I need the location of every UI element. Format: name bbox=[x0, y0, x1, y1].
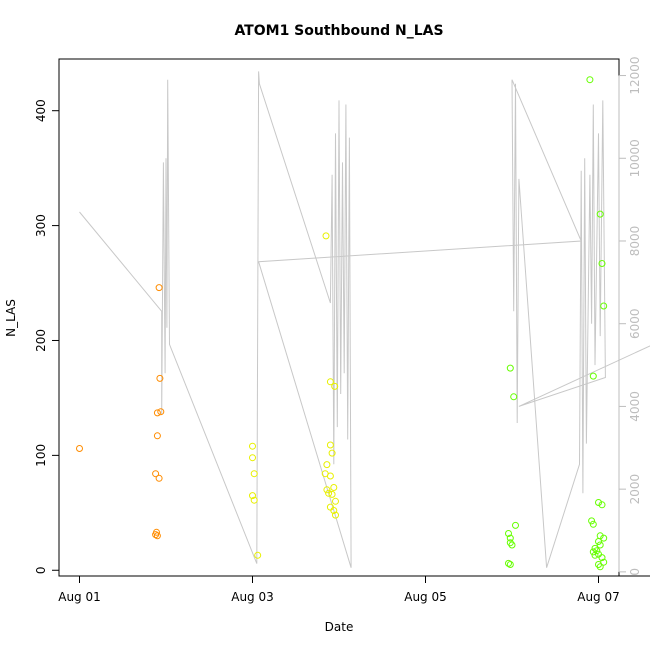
data-point bbox=[600, 302, 608, 310]
data-point bbox=[326, 378, 334, 386]
y-tick-label: 0 bbox=[34, 566, 48, 574]
data-point bbox=[157, 408, 165, 416]
data-point bbox=[506, 561, 514, 568]
data-point bbox=[595, 499, 602, 506]
data-point bbox=[153, 432, 161, 440]
data-point bbox=[510, 393, 518, 401]
data-point bbox=[156, 374, 164, 382]
data-point bbox=[322, 232, 330, 240]
data-point bbox=[326, 472, 334, 480]
data-point bbox=[589, 520, 597, 528]
y-axis-right: 0 2000 4000 6000 8000 10000 12000 bbox=[618, 56, 642, 576]
data-point bbox=[325, 489, 333, 497]
data-point bbox=[328, 490, 336, 498]
data-point bbox=[598, 260, 606, 267]
data-point bbox=[153, 532, 161, 540]
data-point bbox=[588, 517, 596, 525]
y-tick-label: 400 bbox=[34, 99, 48, 122]
data-point bbox=[506, 534, 514, 542]
data-point bbox=[249, 492, 256, 500]
data-point bbox=[598, 554, 606, 562]
x-tick-label: Aug 03 bbox=[231, 590, 274, 604]
data-point bbox=[596, 541, 604, 549]
x-tick-label: Aug 01 bbox=[58, 590, 101, 604]
y2-tick-label: 2000 bbox=[628, 474, 642, 505]
data-point bbox=[323, 486, 331, 494]
data-point bbox=[76, 445, 83, 452]
data-point bbox=[589, 372, 597, 380]
points-layer bbox=[76, 76, 608, 571]
data-point bbox=[586, 76, 594, 84]
data-point bbox=[249, 454, 256, 462]
y-axis-label: N_LAS bbox=[4, 299, 18, 337]
y2-tick-label: 8000 bbox=[628, 226, 642, 257]
y2-tick-label: 4000 bbox=[628, 391, 642, 422]
y2-tick-label: 10000 bbox=[628, 139, 642, 177]
data-point bbox=[591, 551, 599, 559]
data-point bbox=[596, 210, 604, 218]
data-point bbox=[153, 409, 161, 417]
data-point bbox=[591, 544, 599, 552]
data-point bbox=[596, 563, 604, 571]
data-point bbox=[250, 496, 258, 504]
data-point bbox=[595, 538, 602, 545]
data-point bbox=[598, 501, 606, 509]
data-point bbox=[331, 382, 339, 390]
x-axis-label: Date bbox=[325, 620, 354, 634]
data-point bbox=[593, 547, 601, 555]
data-point bbox=[328, 449, 336, 457]
data-point bbox=[152, 470, 160, 478]
secondary-series-line bbox=[79, 71, 650, 568]
data-point bbox=[153, 528, 160, 536]
data-point bbox=[250, 470, 258, 478]
data-point bbox=[155, 284, 163, 292]
data-point bbox=[323, 461, 331, 469]
data-point bbox=[249, 442, 256, 450]
secondary-line-layer bbox=[79, 71, 650, 568]
y-tick-label: 300 bbox=[34, 214, 48, 237]
data-point bbox=[505, 559, 512, 567]
data-point bbox=[330, 507, 338, 514]
data-point bbox=[332, 511, 339, 519]
data-point bbox=[505, 530, 512, 537]
data-point bbox=[155, 474, 163, 482]
data-point bbox=[332, 497, 339, 505]
data-point bbox=[508, 541, 516, 549]
data-point bbox=[326, 441, 334, 449]
y-tick-label: 200 bbox=[34, 329, 48, 352]
data-point bbox=[512, 521, 519, 529]
y-axis-left: 0 100 200 300 400 bbox=[34, 99, 60, 574]
x-tick-label: Aug 07 bbox=[577, 590, 620, 604]
y-tick-label: 100 bbox=[34, 444, 48, 467]
x-tick-label: Aug 05 bbox=[404, 590, 447, 604]
data-point bbox=[506, 364, 514, 372]
data-point bbox=[254, 551, 262, 559]
y2-tick-label: 12000 bbox=[628, 56, 642, 94]
y2-tick-label: 0 bbox=[628, 568, 642, 576]
y2-tick-label: 6000 bbox=[628, 308, 642, 339]
data-point bbox=[600, 534, 608, 542]
data-point bbox=[330, 484, 338, 491]
chart-title: ATOM1 Southbound N_LAS bbox=[234, 23, 443, 39]
